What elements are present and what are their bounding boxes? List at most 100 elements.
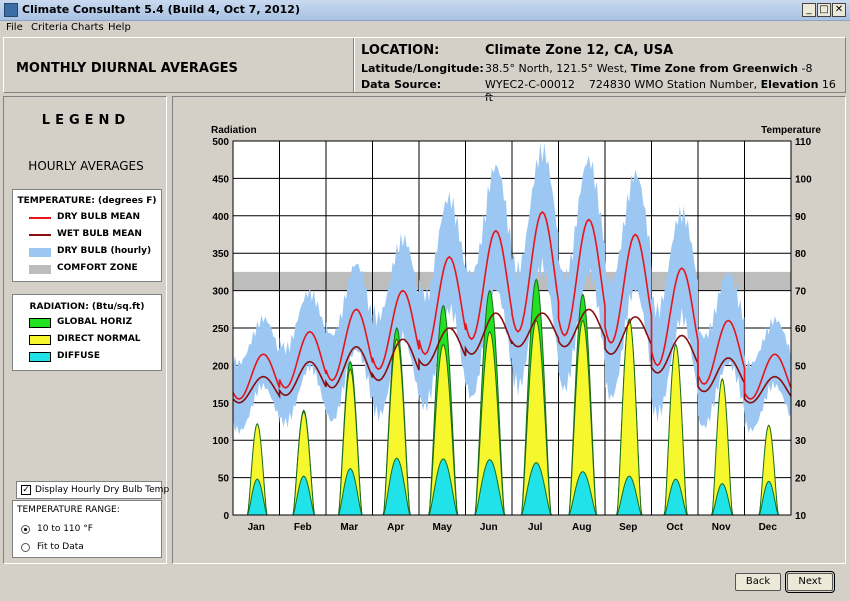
title-bar: Climate Consultant 5.4 (Build 4, Oct 7, … xyxy=(0,0,850,21)
dry-bulb-hourly-band xyxy=(512,142,559,397)
y-left-tick-label: 350 xyxy=(212,249,229,260)
comfort-zone-swatch xyxy=(29,265,51,274)
range-option-fixed-label[interactable]: 10 to 110 °F xyxy=(37,524,93,534)
menu-bar: File Criteria Charts Help xyxy=(0,21,850,36)
direct-normal-swatch xyxy=(29,335,51,345)
legend-title: LEGEND xyxy=(41,113,131,128)
menu-file[interactable]: File xyxy=(6,22,23,33)
x-tick-label-oct: Oct xyxy=(666,522,683,533)
x-tick-label-may: May xyxy=(433,522,453,533)
y-right-tick-label: 100 xyxy=(795,174,812,185)
x-tick-label-apr: Apr xyxy=(387,522,404,533)
radiation-legend-box: RADIATION: (Btu/sq.ft) GLOBAL HORIZ DIRE… xyxy=(12,294,162,371)
x-tick-label-jun: Jun xyxy=(480,522,498,533)
display-hourly-toggle[interactable]: ✓ Display Hourly Dry Bulb Temp xyxy=(16,481,169,499)
back-button[interactable]: Back xyxy=(735,573,781,591)
y-right-axis-label: Temperature xyxy=(761,125,821,136)
menu-charts[interactable]: Charts xyxy=(71,22,104,33)
location-value: Climate Zone 12, CA, USA xyxy=(485,43,674,58)
y-right-tick-label: 40 xyxy=(795,399,807,410)
dry-bulb-hourly-band xyxy=(605,169,652,401)
range-option-fit-label[interactable]: Fit to Data xyxy=(37,542,84,552)
dry-bulb-hourly-band xyxy=(744,316,791,433)
latlon-label: Latitude/Longitude: xyxy=(361,62,484,75)
x-tick-label-sep: Sep xyxy=(619,522,637,533)
x-tick-label-jul: Jul xyxy=(528,522,543,533)
dry-bulb-hourly-swatch xyxy=(29,248,51,257)
y-right-tick-label: 80 xyxy=(795,249,807,260)
range-option-fixed-radio[interactable] xyxy=(21,525,30,534)
dry-bulb-mean-swatch xyxy=(29,217,51,219)
global-horiz-label: GLOBAL HORIZ xyxy=(57,317,133,327)
menu-criteria[interactable]: Criteria xyxy=(31,22,68,33)
temperature-legend-box: TEMPERATURE: (degrees F) DRY BULB MEAN W… xyxy=(12,189,162,282)
header-divider xyxy=(353,38,355,92)
display-hourly-checkbox[interactable]: ✓ xyxy=(21,485,31,495)
dry-bulb-hourly-label: DRY BULB (hourly) xyxy=(57,246,152,256)
minimize-button[interactable]: _ xyxy=(802,3,816,17)
dry-bulb-hourly-band xyxy=(279,286,326,428)
y-left-tick-label: 450 xyxy=(212,174,229,185)
timezone-label: Time Zone from Greenwich xyxy=(630,62,799,75)
maximize-button[interactable]: □ xyxy=(817,3,831,17)
x-tick-label-nov: Nov xyxy=(712,522,731,533)
x-tick-label-aug: Aug xyxy=(572,522,591,533)
y-left-tick-label: 200 xyxy=(212,361,229,372)
y-right-tick-label: 90 xyxy=(795,212,807,223)
y-left-tick-label: 250 xyxy=(212,324,229,335)
dry-bulb-hourly-band xyxy=(558,155,605,393)
next-button[interactable]: Next xyxy=(785,571,835,593)
source-line: WYEC2-C-00012 724830 WMO Station Number,… xyxy=(485,78,845,104)
wet-bulb-mean-label: WET BULB MEAN xyxy=(57,229,142,239)
y-right-tick-label: 110 xyxy=(795,137,812,148)
y-left-axis-label: Radiation xyxy=(211,125,257,136)
page-title: MONTHLY DIURNAL AVERAGES xyxy=(16,61,238,76)
y-left-tick-label: 50 xyxy=(218,474,230,485)
plot-border xyxy=(232,140,792,516)
location-label: LOCATION: xyxy=(361,43,440,58)
elevation-label: Elevation xyxy=(760,78,819,91)
x-tick-label-feb: Feb xyxy=(294,522,312,533)
source-label: Data Source: xyxy=(361,78,442,91)
y-left-tick-label: 0 xyxy=(223,511,229,522)
x-tick-label-jan: Jan xyxy=(248,522,265,533)
dry-bulb-hourly-band xyxy=(465,164,512,399)
direct-normal-label: DIRECT NORMAL xyxy=(57,334,141,344)
diurnal-chart: Radiation Temperature 0 50 100 150 200 250 300 35… xyxy=(211,125,821,533)
dry-bulb-mean-line xyxy=(232,210,792,400)
temperature-legend-head: TEMPERATURE: (degrees F) xyxy=(17,196,157,206)
global-horiz-swatch xyxy=(29,318,51,328)
y-right-tick-label: 50 xyxy=(795,361,807,372)
app-icon xyxy=(4,3,18,17)
dry-bulb-mean-label: DRY BULB MEAN xyxy=(57,212,141,222)
dry-bulb-hourly-band xyxy=(419,191,466,413)
x-tick-label-mar: Mar xyxy=(340,522,358,533)
latlon-value: 38.5° North, 121.5° West, xyxy=(485,62,628,75)
elevation-value: 16 ft xyxy=(485,78,836,104)
dry-bulb-hourly-band xyxy=(698,271,745,429)
y-right-tick-label: 10 xyxy=(795,511,807,522)
legend-subtitle: HOURLY AVERAGES xyxy=(28,159,144,173)
range-option-fit-radio[interactable] xyxy=(21,543,30,552)
dry-bulb-hourly-band xyxy=(233,315,280,435)
window-title: Climate Consultant 5.4 (Build 4, Oct 7, … xyxy=(22,3,300,16)
latlon-line: 38.5° North, 121.5° West, Time Zone from… xyxy=(485,62,812,75)
header-panel: MONTHLY DIURNAL AVERAGES LOCATION: Clima… xyxy=(3,37,846,104)
diffuse-label: DIFFUSE xyxy=(57,351,101,361)
y-right-tick-label: 20 xyxy=(795,474,807,485)
y-right-tick-label: 70 xyxy=(795,287,807,298)
legend-panel: LEGEND HOURLY AVERAGES TEMPERATURE: (deg… xyxy=(3,96,169,564)
menu-help[interactable]: Help xyxy=(108,22,131,33)
y-left-tick-label: 300 xyxy=(212,287,229,298)
diffuse-swatch xyxy=(29,352,51,362)
timezone-value: -8 xyxy=(801,62,813,75)
close-button[interactable]: ✕ xyxy=(832,3,846,17)
radiation-legend-head: RADIATION: (Btu/sq.ft) xyxy=(29,302,145,312)
comfort-zone-label: COMFORT ZONE xyxy=(57,263,138,273)
y-left-tick-label: 500 xyxy=(212,137,229,148)
y-right-tick-label: 30 xyxy=(795,436,807,447)
temperature-range-head: TEMPERATURE RANGE: xyxy=(17,505,120,515)
y-left-tick-label: 400 xyxy=(212,212,229,223)
y-left-tick-label: 150 xyxy=(212,399,229,410)
temperature-range-box: TEMPERATURE RANGE: 10 to 110 °F Fit to D… xyxy=(12,500,162,558)
